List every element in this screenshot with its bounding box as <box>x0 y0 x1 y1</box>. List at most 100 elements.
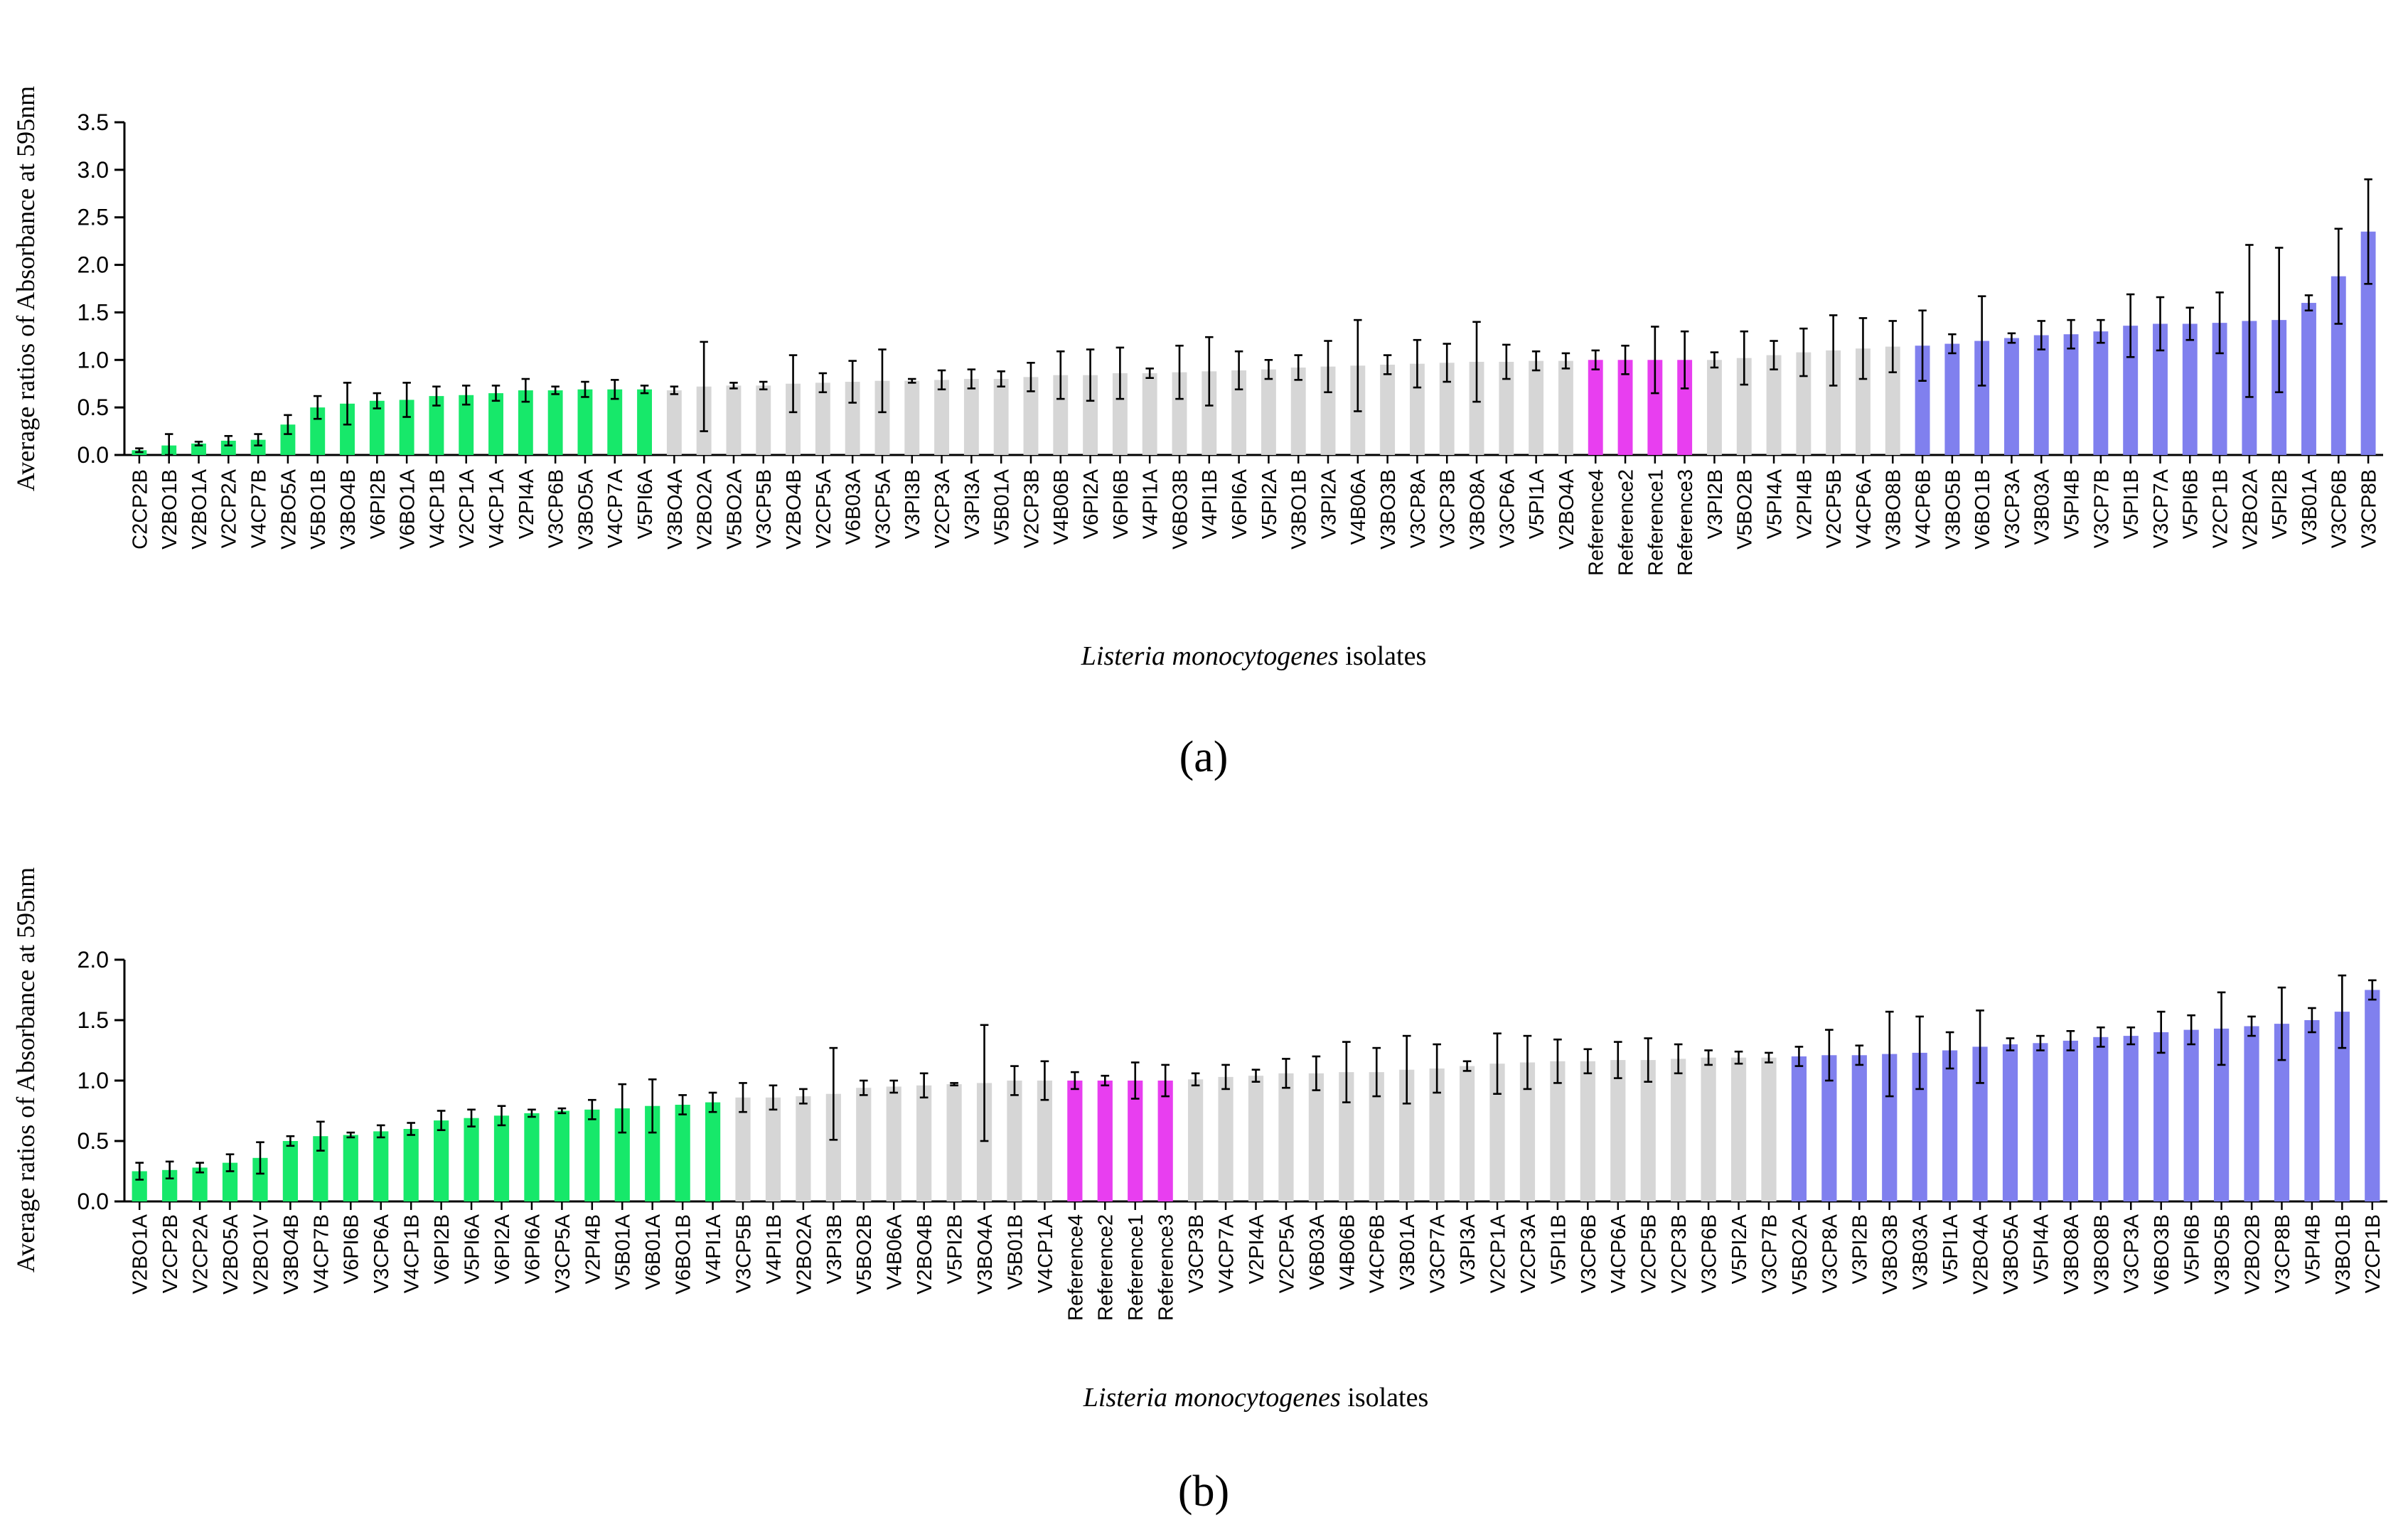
x-tick-label: V4CP7A <box>1216 1214 1238 1293</box>
x-tick-label: V3B01A <box>1396 1214 1419 1290</box>
x-tick-label: V3BO1B <box>1288 469 1311 550</box>
bar <box>340 403 355 455</box>
error-bar <box>432 385 441 407</box>
bar <box>429 396 444 455</box>
bar <box>1851 1055 1867 1201</box>
x-tick-label: V2CP2A <box>218 468 241 548</box>
bar <box>518 390 533 455</box>
bar <box>2093 1036 2109 1201</box>
x-tick-label: V4CP7A <box>604 468 627 548</box>
error-bar <box>729 382 738 390</box>
bar <box>1429 1068 1445 1201</box>
error-bar <box>997 370 1005 388</box>
y-tick-label: 0.0 <box>77 1189 109 1214</box>
error-bar <box>135 447 144 454</box>
error-bar <box>1101 1074 1110 1087</box>
error-bar <box>1251 1068 1261 1083</box>
bar <box>1248 1076 1264 1201</box>
error-bar <box>1915 1015 1925 1091</box>
error-bar <box>919 1072 929 1099</box>
bar <box>1974 341 1990 455</box>
x-tick-label: V3BO4B <box>337 469 360 550</box>
error-bar <box>648 1078 657 1134</box>
error-bar <box>1825 1029 1834 1082</box>
x-tick-label: V3PI3A <box>1457 1214 1479 1284</box>
error-bar <box>670 385 679 395</box>
x-tick-label: Reference4 <box>1585 469 1608 576</box>
y-tick-label: 0.0 <box>77 442 109 468</box>
bar <box>584 1109 600 1201</box>
x-tick-label: V2CP1A <box>456 468 478 548</box>
bar <box>2244 1026 2259 1201</box>
error-bar <box>2006 1037 2015 1051</box>
x-tick-label: Reference3 <box>1674 469 1697 576</box>
error-bar <box>818 372 828 394</box>
x-tick-label: V2CP3B <box>1020 469 1043 548</box>
error-bar <box>2247 1015 2256 1037</box>
error-bar <box>2304 294 2313 312</box>
x-tick-label: V4CP6B <box>1912 469 1935 548</box>
bar <box>1380 364 1396 455</box>
bar <box>796 1096 811 1201</box>
x-tick-label: V4PI1A <box>702 1214 725 1284</box>
x-tick-label: V5PI2A <box>1728 1214 1751 1284</box>
error-bar <box>224 434 233 446</box>
error-bar <box>1462 1060 1472 1072</box>
error-bar <box>640 385 649 395</box>
error-bar <box>1493 1032 1502 1095</box>
bar <box>313 1136 328 1201</box>
bar <box>1097 1081 1113 1201</box>
bar <box>2304 1020 2320 1201</box>
bar <box>904 380 920 455</box>
x-tick-label: V3CP6B <box>1698 1214 1721 1293</box>
x-tick-label: V6PI6A <box>521 1214 544 1284</box>
bar <box>637 389 652 455</box>
error-bar <box>2007 332 2016 344</box>
error-bar <box>2126 293 2135 358</box>
bar <box>963 379 979 455</box>
x-tick-label: V4B06B <box>1336 1214 1359 1290</box>
error-bar <box>980 1024 989 1142</box>
x-tick-label: V5PI4A <box>1763 468 1786 539</box>
error-bar <box>407 1122 416 1136</box>
y-tick-label: 1.5 <box>77 299 109 325</box>
x-tick-label: V2BO5A <box>277 468 300 549</box>
bar <box>934 380 950 455</box>
x-tick-label: V2CP1B <box>2362 1214 2385 1293</box>
bar <box>1489 1064 1505 1201</box>
x-tick-label: V3PI2A <box>1317 468 1340 539</box>
error-bar <box>1945 1031 1954 1070</box>
x-tick-label: V3BO3B <box>1377 469 1400 550</box>
panel-label-a: (a) <box>1179 733 1229 781</box>
error-bar <box>135 1162 144 1181</box>
error-bar <box>1794 1046 1804 1067</box>
bar <box>220 440 236 455</box>
bar <box>916 1085 932 1201</box>
bar <box>1730 1057 1747 1201</box>
bar <box>1007 1081 1022 1201</box>
x-tick-label: V2CP5B <box>1823 469 1846 548</box>
x-tick-label: V6BO1A <box>397 468 419 549</box>
error-bar <box>1145 368 1154 379</box>
error-bar <box>2187 1014 2195 1046</box>
error-bar <box>1175 344 1184 400</box>
x-tick-label: V3CP7A <box>1427 1214 1450 1293</box>
error-bar <box>1651 326 1659 395</box>
error-bar <box>700 341 708 432</box>
bar <box>1550 1061 1566 1201</box>
x-tick-label: V6BO1B <box>1971 469 1994 550</box>
x-tick-label: V4B06A <box>884 1214 906 1290</box>
error-bar <box>2245 244 2254 398</box>
bar <box>1067 1081 1083 1201</box>
bar <box>403 1129 419 1201</box>
x-tick-label: V5PI1B <box>2120 469 2143 539</box>
error-bar <box>1010 1065 1019 1096</box>
bar <box>1308 1073 1324 1201</box>
x-axis-title-species: Listeria monocytogenes <box>1083 1383 1341 1413</box>
x-axis-title-suffix: isolates <box>1339 641 1426 671</box>
bar <box>666 390 682 455</box>
error-bar <box>848 360 857 404</box>
x-tick-label: V4CP1B <box>401 1214 424 1293</box>
bar <box>2331 276 2346 455</box>
